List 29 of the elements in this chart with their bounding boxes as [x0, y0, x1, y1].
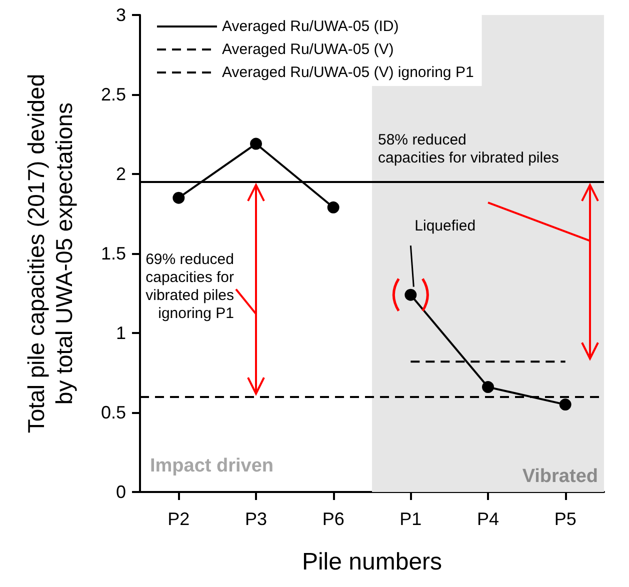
x-tick-label: P5	[554, 509, 576, 529]
point	[172, 192, 185, 204]
point	[250, 138, 262, 150]
y-tick-label: 2.5	[100, 84, 126, 104]
point	[327, 201, 340, 214]
x-tick-label: P2	[168, 509, 190, 529]
annotation: 69% reduced capacities for vibrated piles ignoring P1	[146, 250, 234, 322]
point	[559, 398, 572, 411]
annotation: Impact driven	[150, 456, 274, 477]
legend-label: Averaged Ru/UWA-05 (V) ignoring P1	[222, 64, 474, 81]
annotation: Liquefied	[414, 217, 476, 234]
x-tick-label: P4	[476, 509, 500, 529]
legend-label: Averaged Ru/UWA-05 (ID)	[222, 18, 399, 35]
y-tick-label: 0	[116, 482, 126, 502]
band-label: Vibrated	[522, 466, 598, 487]
y-tick-label: 2	[116, 164, 126, 184]
y-tick-label: 3	[116, 5, 126, 25]
legend-label: Averaged Ru/UWA-05 (V)	[222, 41, 394, 58]
x-tick-label: P6	[322, 509, 344, 529]
x-tick-label: P1	[400, 509, 422, 529]
y-tick-label: 1.5	[100, 244, 126, 264]
point	[404, 288, 417, 301]
x-axis-title: Pile numbers	[302, 548, 442, 576]
x-tick-label: P3	[244, 509, 268, 529]
point	[482, 381, 494, 394]
annotation: 58% reduced capacities for vibrated piles	[378, 132, 559, 167]
y-tick-label: 0.5	[100, 402, 126, 422]
y-tick-label: 1	[116, 323, 126, 343]
y-axis-title: Total pile capacities (2017) devided by total UWA-05 expectations	[23, 74, 77, 434]
